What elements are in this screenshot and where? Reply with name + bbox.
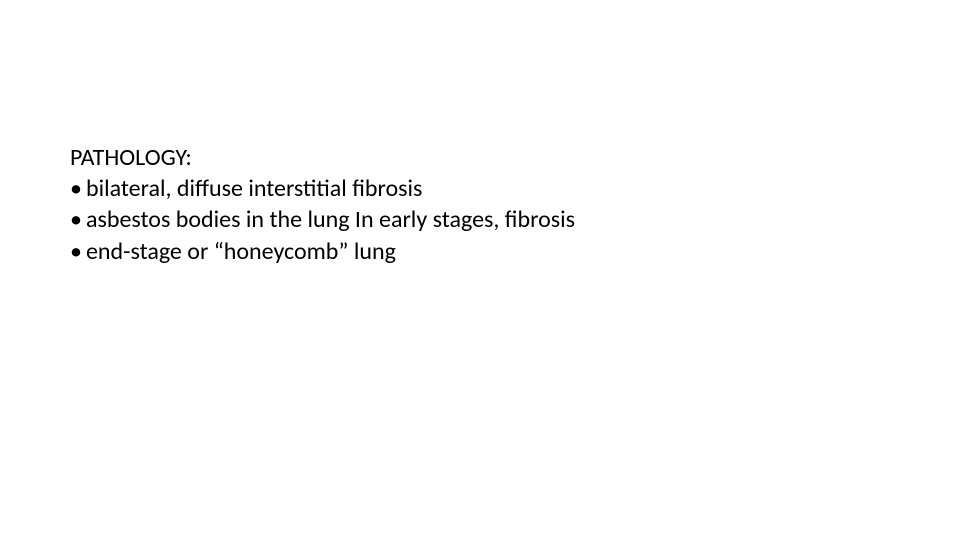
bullet-item-2: •asbestos bodies in the lung In early st…	[70, 204, 575, 235]
bullet-icon: •	[70, 237, 82, 266]
bullet-item-1: •bilateral, diffuse interstitial fibrosi…	[70, 173, 575, 204]
bullet-text-3: end-stage or “honeycomb” lung	[86, 237, 396, 266]
bullet-item-3: •end-stage or “honeycomb” lung	[70, 236, 575, 267]
slide-content: PATHOLOGY: •bilateral, diffuse interstit…	[70, 142, 575, 267]
bullet-text-1: bilateral, diffuse interstitial fibrosis	[86, 174, 423, 203]
heading-text: PATHOLOGY:	[70, 142, 575, 173]
bullet-icon: •	[70, 205, 82, 234]
bullet-icon: •	[70, 174, 82, 203]
bullet-text-2: asbestos bodies in the lung In early sta…	[86, 205, 575, 234]
